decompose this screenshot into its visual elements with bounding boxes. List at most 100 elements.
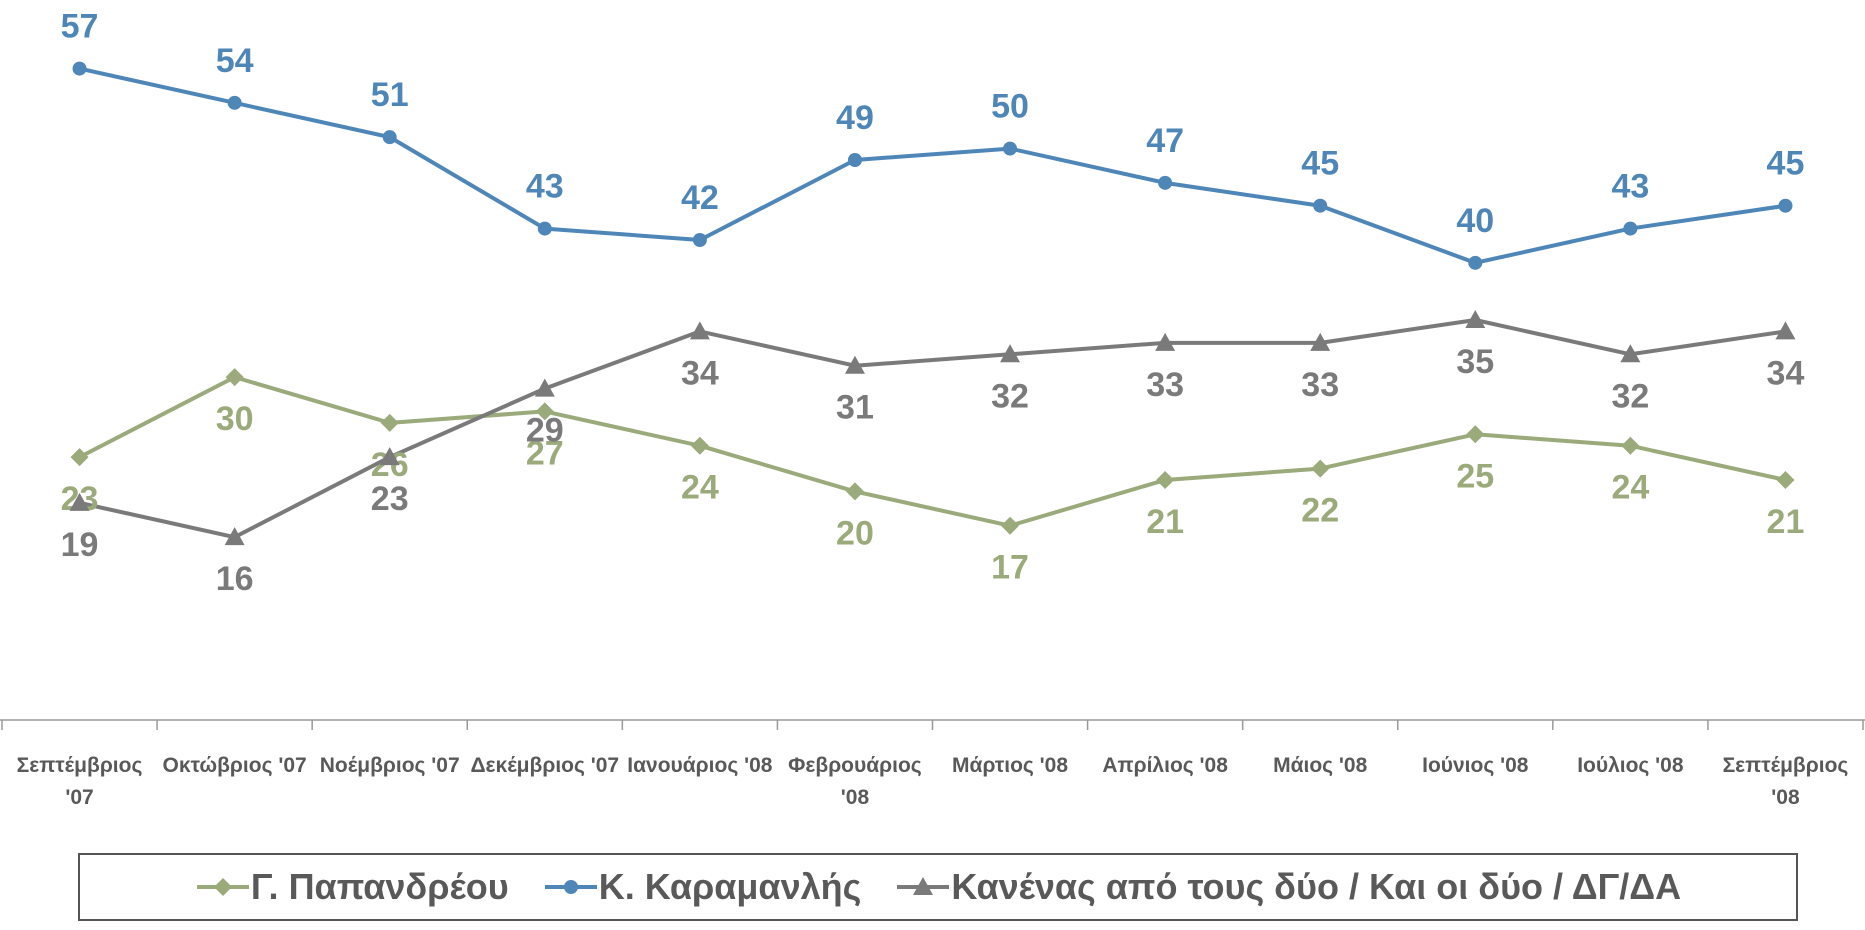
marker: [380, 413, 399, 432]
series-line: [78, 375, 1786, 528]
data-label: 47: [1146, 122, 1184, 160]
data-label: 54: [216, 42, 254, 80]
data-label: 19: [61, 526, 99, 564]
marker: [1776, 471, 1795, 489]
data-label: 20: [836, 514, 874, 552]
data-label: 33: [1301, 366, 1339, 404]
marker: [1003, 141, 1018, 156]
data-label: 24: [681, 469, 719, 507]
data-label: 31: [836, 389, 874, 427]
marker: [1623, 221, 1638, 236]
marker: [1158, 175, 1173, 190]
legend-label: Γ. Παπανδρέου: [250, 866, 509, 907]
legend: Γ. Παπανδρέου Κ. Καραμανλής Κανένας από το…: [78, 853, 1798, 921]
marker: [1310, 332, 1331, 351]
data-label: 35: [1456, 343, 1494, 381]
marker: [847, 153, 862, 167]
data-label: 33: [1146, 366, 1184, 404]
marker: [845, 482, 864, 501]
x-tick-label: Ιανουάριος '08: [627, 754, 773, 777]
x-tick-label: Ιούλιος '08: [1577, 754, 1684, 777]
data-label: 22: [1301, 492, 1339, 530]
marker: [1155, 332, 1176, 351]
marker: [1621, 436, 1640, 455]
data-label: 27: [526, 434, 564, 472]
marker: [70, 448, 89, 467]
data-label: 25: [1456, 457, 1494, 495]
marker: [535, 402, 554, 421]
x-tick-label: Μάρτιος '08: [952, 754, 1068, 777]
data-label: 21: [1767, 503, 1805, 541]
data-label: 45: [1301, 145, 1339, 183]
legend-item: Κ. Καραμανλής: [543, 866, 862, 908]
x-tick-label: Μάιος '08: [1273, 754, 1368, 777]
x-tick-label: Ιούνιος '08: [1422, 754, 1529, 777]
marker: [379, 447, 400, 466]
marker: [1778, 198, 1793, 213]
data-label: 17: [991, 549, 1029, 587]
data-label: 42: [681, 179, 719, 217]
marker: [1465, 310, 1486, 328]
x-tick-label: Σεπτέμβριος '08: [1722, 754, 1849, 809]
marker: [213, 878, 232, 896]
marker: [537, 221, 552, 236]
data-label: 30: [216, 400, 254, 438]
marker: [1000, 344, 1021, 363]
marker: [1156, 471, 1175, 489]
marker: [382, 130, 397, 145]
marker: [1466, 425, 1485, 444]
legend-swatch: [897, 877, 950, 895]
data-label: 32: [1611, 377, 1649, 415]
data-label: 34: [1767, 354, 1805, 392]
marker: [1775, 321, 1796, 340]
series-line: [79, 66, 1786, 265]
data-label: 40: [1456, 202, 1494, 240]
marker: [1001, 516, 1020, 535]
marker: [224, 527, 245, 546]
marker: [227, 95, 242, 110]
series-line: [79, 318, 1786, 540]
legend-label: Κ. Καραμανλής: [598, 866, 862, 907]
marker: [69, 492, 90, 511]
marker: [1468, 255, 1483, 270]
marker: [690, 436, 709, 455]
legend-item: Κανένας από τους δύο / Και οι δύο / ΔΓ/Δ…: [895, 866, 1681, 908]
data-label: 43: [1611, 168, 1649, 206]
data-label: 45: [1767, 145, 1805, 183]
legend-label: Κανένας από τους δύο / Και οι δύο / ΔΓ/Δ…: [951, 866, 1682, 907]
data-label: 43: [526, 168, 564, 206]
legend-item: Γ. Παπανδρέου: [195, 866, 509, 908]
marker: [913, 877, 934, 895]
x-tick-label: Νοέμβριος '07: [319, 754, 460, 777]
data-label: 29: [526, 412, 564, 450]
data-label: 51: [371, 76, 409, 114]
marker: [72, 61, 87, 76]
data-label: 24: [1611, 469, 1649, 507]
marker: [225, 368, 244, 387]
marker: [1313, 198, 1328, 213]
data-label: 57: [61, 8, 99, 46]
data-label: 49: [836, 99, 874, 137]
data-label: 50: [991, 88, 1029, 126]
marker: [844, 355, 865, 374]
data-label: 34: [681, 354, 719, 392]
plot: 2330262724201721222524215754514342495047…: [0, 8, 1865, 730]
x-tick-label: Φεβρουάριος '08: [788, 754, 922, 809]
data-label: 16: [216, 560, 254, 598]
marker: [534, 378, 555, 397]
data-label: 32: [991, 377, 1029, 415]
data-label: 21: [1146, 503, 1184, 541]
x-tick-label: Δεκέμβριος '07: [470, 754, 620, 777]
marker: [1620, 344, 1641, 363]
x-tick-label: Σεπτέμβριος '07: [16, 754, 143, 809]
marker: [692, 233, 707, 247]
x-tick-label: Οκτώβριος '07: [162, 754, 307, 777]
legend-swatch: [544, 880, 597, 894]
marker: [563, 880, 578, 894]
marker: [689, 321, 710, 340]
x-tick-label: Απρίλιος '08: [1102, 754, 1228, 777]
marker: [1311, 459, 1330, 478]
data-label: 23: [371, 480, 409, 518]
legend-swatch: [196, 878, 249, 896]
